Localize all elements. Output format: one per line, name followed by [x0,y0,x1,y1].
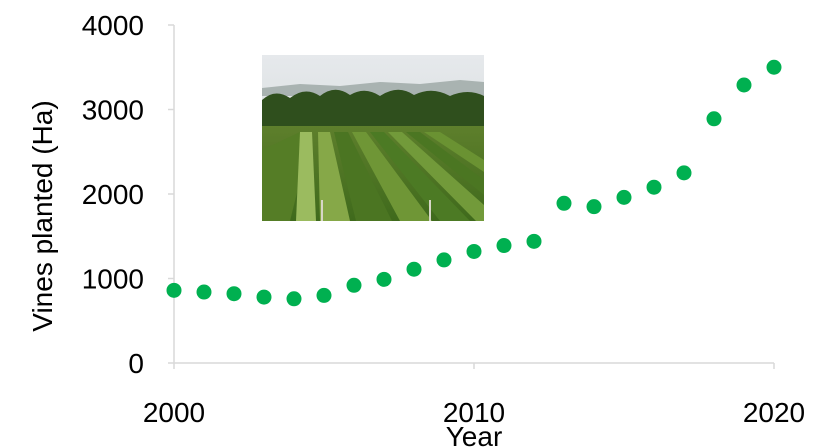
y-tick-label: 4000 [82,10,144,41]
x-tick-label: 2020 [743,397,805,428]
data-point [196,284,212,300]
data-point [616,189,632,205]
data-point [406,261,422,277]
x-tick-labels: 2000 2010 2020 [143,397,805,428]
data-point [586,199,602,215]
data-points [166,59,782,307]
data-point [316,287,332,303]
x-tick-label: 2010 [443,397,505,428]
y-axis-title: Vines planted (Ha) [27,100,58,331]
y-tick-label: 1000 [82,264,144,295]
data-point [256,289,272,305]
data-point [766,59,782,75]
data-point [736,77,752,93]
data-point [166,282,182,298]
data-point [526,233,542,249]
x-tick-marks [173,363,775,369]
y-tick-label: 3000 [82,95,144,126]
y-tick-marks [168,24,174,364]
vineyard-photo [262,55,484,221]
data-point [286,291,302,307]
x-axis-title: Year [446,421,503,448]
x-tick-label: 2000 [143,397,205,428]
data-point [436,252,452,268]
y-tick-label: 2000 [82,179,144,210]
data-point [646,179,662,195]
y-tick-label: 0 [128,348,144,379]
y-tick-labels: 0 1000 2000 3000 4000 [82,10,144,379]
data-point [676,165,692,181]
data-point [376,271,392,287]
data-point [346,277,362,293]
data-point [706,111,722,127]
data-point [556,195,572,211]
data-point [496,238,512,254]
data-point [466,243,482,259]
data-point [226,286,242,302]
